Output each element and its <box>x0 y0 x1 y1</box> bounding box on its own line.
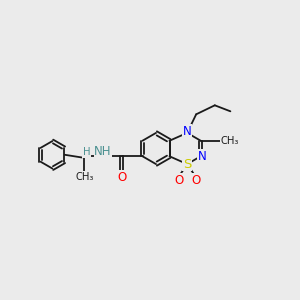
Text: N: N <box>183 125 192 138</box>
Text: H: H <box>83 147 91 157</box>
Text: CH₃: CH₃ <box>75 172 94 182</box>
Text: S: S <box>183 158 191 171</box>
Text: N: N <box>198 150 207 163</box>
Text: O: O <box>174 174 183 187</box>
Text: NH: NH <box>94 145 112 158</box>
Text: O: O <box>117 171 126 184</box>
Text: CH₃: CH₃ <box>220 136 239 146</box>
Text: O: O <box>191 174 200 187</box>
